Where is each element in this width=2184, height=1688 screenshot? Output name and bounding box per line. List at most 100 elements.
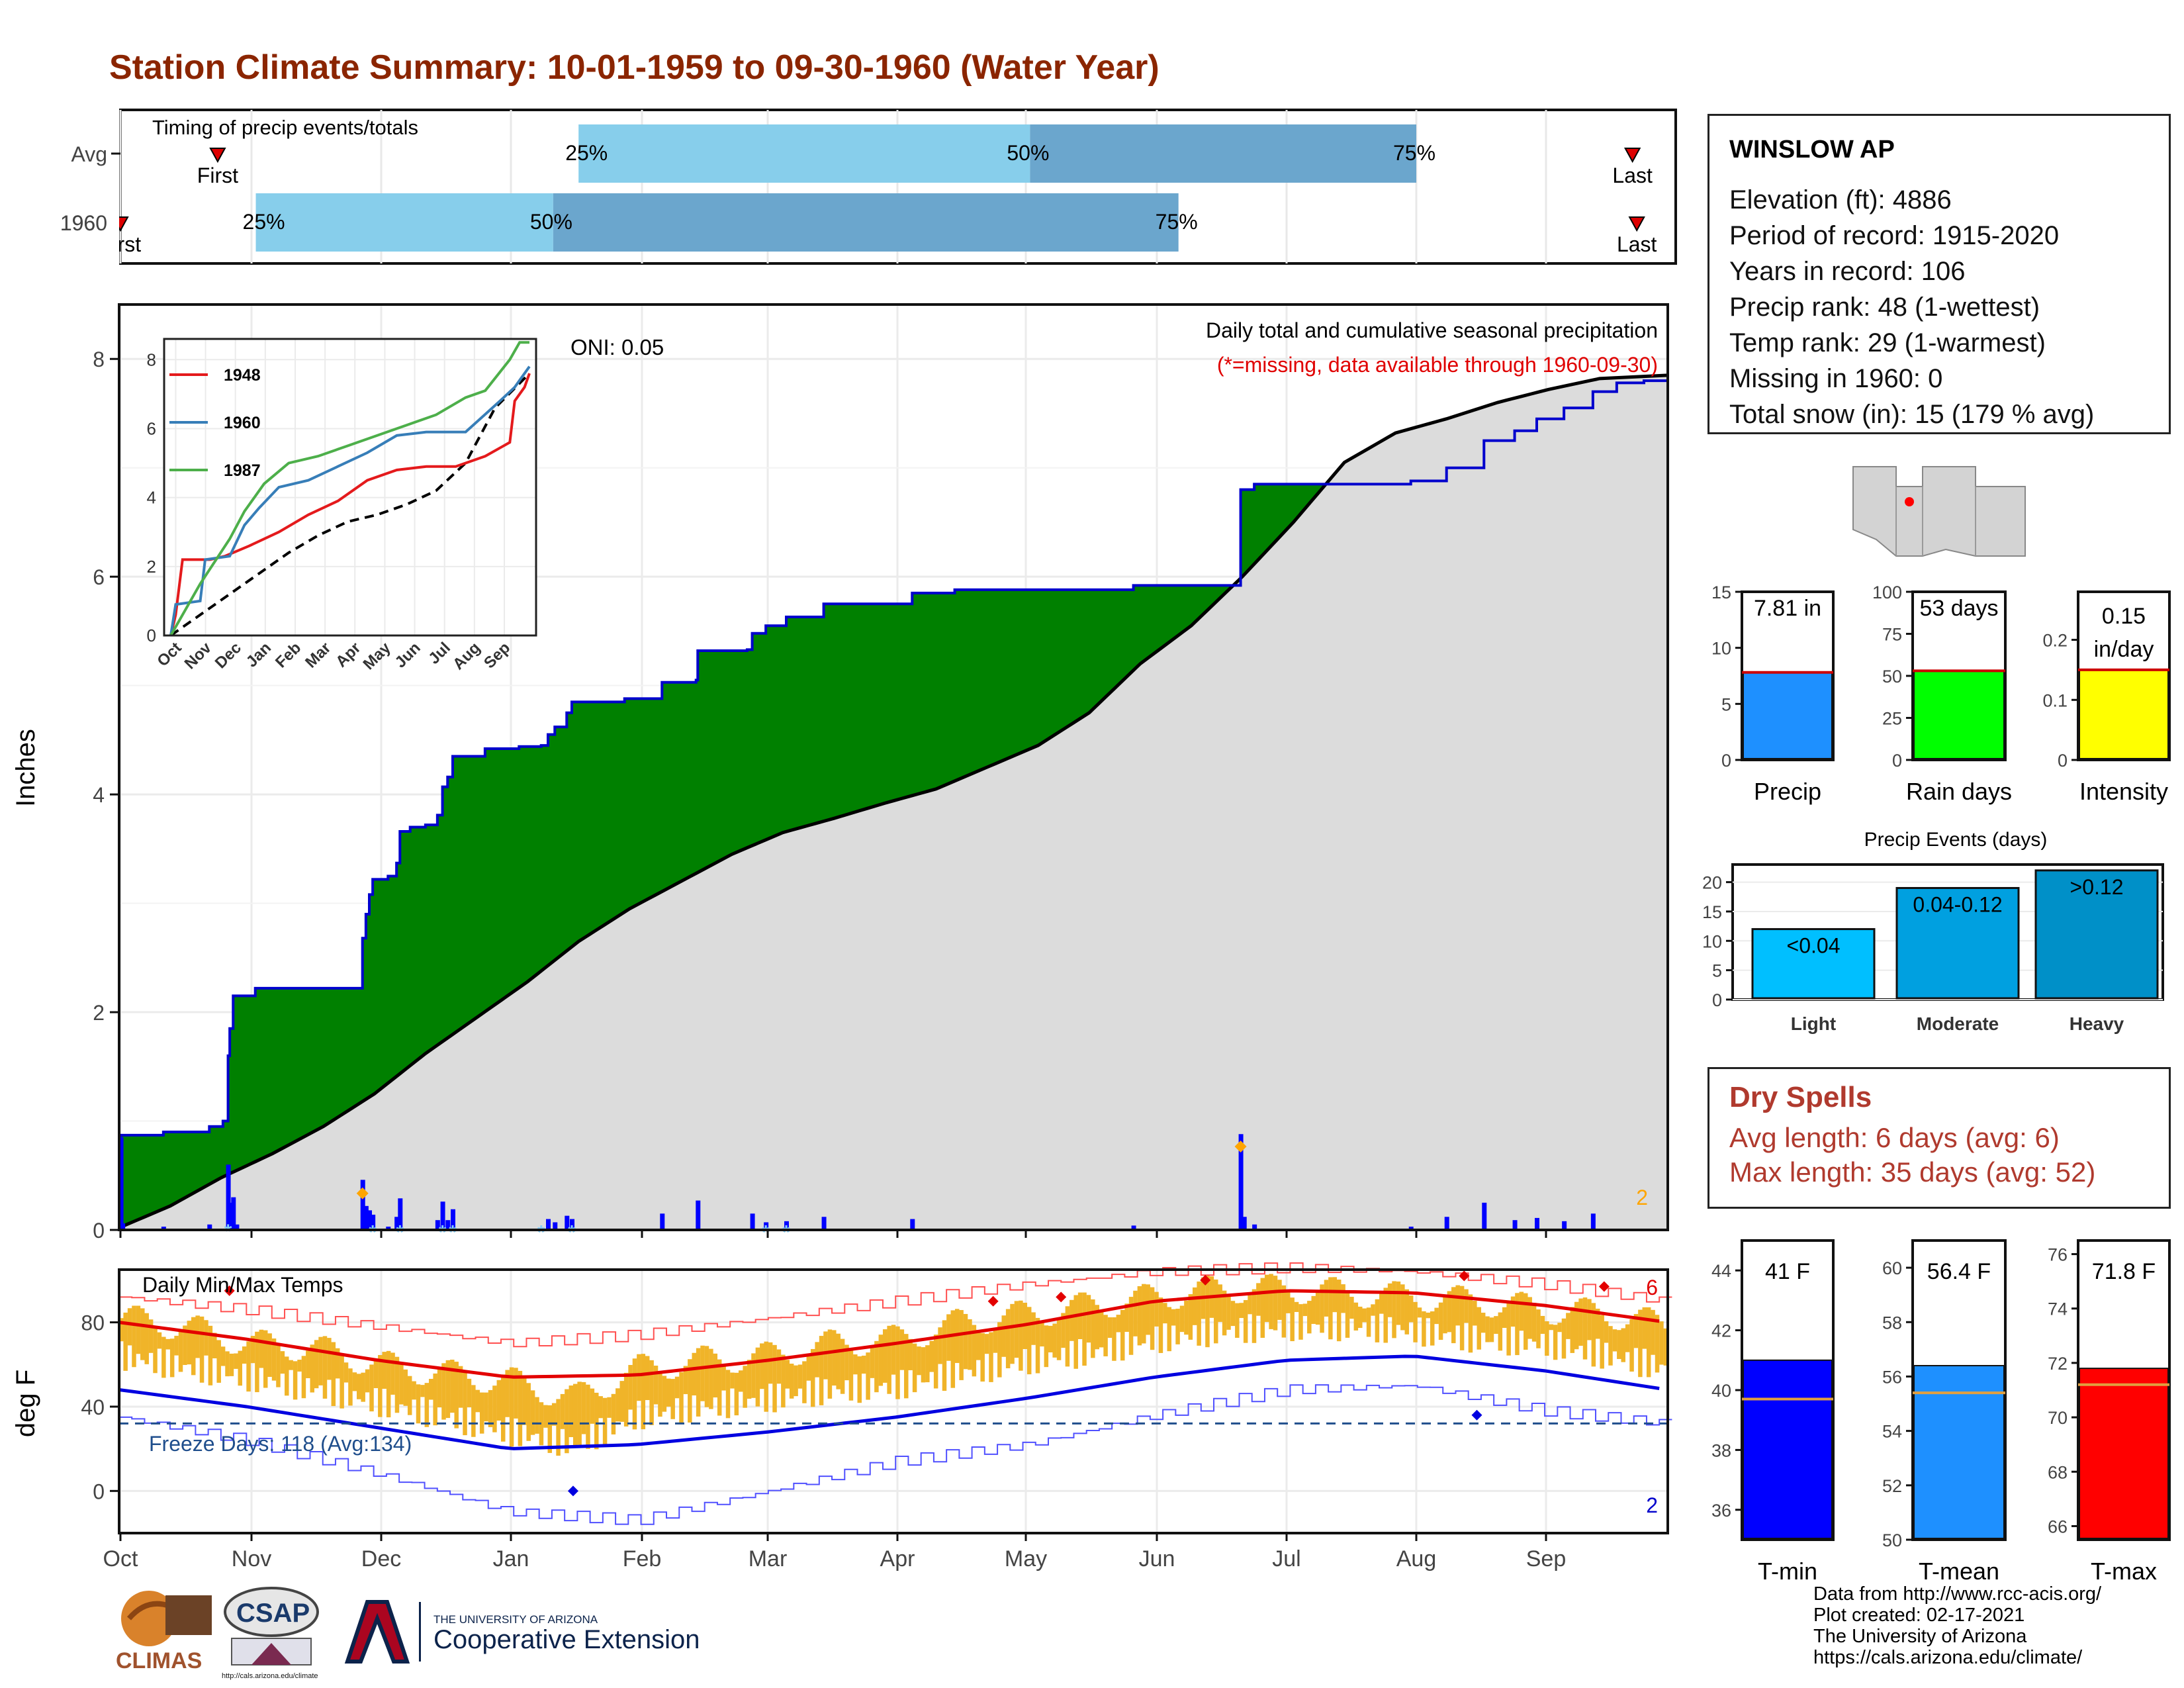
timing-left-mask [99, 209, 119, 262]
daily-precip-bar [910, 1219, 915, 1230]
daily-temp-range-bar [216, 1340, 221, 1383]
daily-max-marker [1234, 1141, 1247, 1153]
daily-temp-range-bar [509, 1367, 514, 1447]
daily-precip-bar [750, 1213, 755, 1230]
daily-temp-range-bar [921, 1347, 926, 1383]
daily-temp-range-bar [1545, 1321, 1549, 1356]
precip-note-2: (*=missing, data available through 1960-… [1217, 353, 1658, 377]
timing-pct-75: 75% [1393, 141, 1435, 165]
daily-temp-range-bar [1447, 1291, 1452, 1333]
daily-temp-range-bar [1408, 1295, 1414, 1323]
daily-temp-range-bar [403, 1369, 408, 1406]
daily-temp-range-bar [1489, 1317, 1494, 1342]
daily-temp-range-bar [127, 1308, 132, 1346]
daily-temp-range-bar [917, 1346, 921, 1376]
daily-temp-range-bar [590, 1388, 595, 1424]
daily-temp-range-bar [1336, 1280, 1342, 1342]
daily-precip-bar [1242, 1217, 1247, 1230]
daily-temp-range-bar [751, 1353, 756, 1398]
daily-temp-range-bar [1307, 1301, 1312, 1334]
record-high-marker [1598, 1281, 1610, 1292]
daily-temp-range-bar [1531, 1303, 1537, 1342]
daily-temp-range-bar [1320, 1284, 1324, 1333]
daily-temp-range-bar [441, 1363, 446, 1420]
daily-precip-bar [386, 1227, 391, 1230]
daily-temp-range-bar [776, 1349, 782, 1384]
inset-legend-label: 1987 [224, 461, 261, 480]
daily-temp-range-bar [1480, 1313, 1486, 1333]
daily-temp-range-bar [1001, 1315, 1006, 1357]
daily-temp-range-bar [1621, 1328, 1625, 1362]
ua-small-text: THE UNIVERSITY OF ARIZONA [433, 1613, 598, 1626]
record-high-marker [1200, 1274, 1211, 1286]
daily-precip-bar [1512, 1220, 1518, 1230]
daily-temp-range-bar [1358, 1306, 1363, 1329]
precip-events-bar-label: <0.04 [1787, 934, 1841, 958]
daily-temp-range-bar [174, 1335, 179, 1356]
daily-temp-range-bar [1286, 1291, 1291, 1313]
daily-temp-range-bar [908, 1338, 913, 1370]
daily-temp-range-bar [696, 1348, 701, 1417]
tempbar-t-min-ytick-label: 40 [1711, 1381, 1731, 1401]
missing-day-star: * [782, 1221, 790, 1243]
daily-temp-range-bar [688, 1359, 692, 1423]
daily-temp-range-bar [1086, 1295, 1091, 1343]
tempbar-t-mean-bar [1913, 1365, 2005, 1539]
daily-temp-range-bar [450, 1359, 455, 1413]
station-location-dot [1905, 497, 1914, 506]
daily-temp-range-bar [789, 1364, 794, 1399]
daily-precip-bar [1238, 1134, 1244, 1230]
precip-events-bar [1751, 928, 1876, 1000]
daily-temp-range-bar [853, 1354, 858, 1375]
daily-temp-range-bar [551, 1403, 557, 1426]
tempbar-t-min-label: T-min [1758, 1558, 1817, 1585]
station-period: Period of record: 1915-2020 [1729, 221, 2060, 250]
daily-temp-range-bar [709, 1348, 713, 1409]
timing-last-marker [1623, 148, 1641, 164]
month-tick-label: Mar [749, 1546, 788, 1571]
daily-temp-range-bar [628, 1365, 633, 1410]
summary-precip-bar [1743, 671, 1833, 759]
daily-precip-bar [1444, 1217, 1449, 1230]
inset-legend-label: 1948 [224, 366, 261, 385]
daily-temp-range-bar [1256, 1283, 1261, 1316]
daily-temp-range-bar [674, 1376, 680, 1399]
daily-temp-range-bar [1328, 1277, 1333, 1340]
daily-temp-range-bar [1638, 1309, 1643, 1378]
daily-temp-range-bar [968, 1319, 972, 1370]
daily-temp-range-bar [1553, 1325, 1558, 1360]
daily-temp-range-bar [819, 1336, 824, 1405]
daily-temp-range-bar [1311, 1295, 1316, 1325]
daily-temp-range-bar [157, 1332, 162, 1349]
daily-temp-range-bar [492, 1385, 497, 1432]
daily-temp-range-bar [136, 1305, 141, 1354]
daily-temp-range-bar [1290, 1297, 1295, 1342]
normal-cumulative-line [118, 373, 1668, 1230]
daily-max-marker [356, 1187, 369, 1199]
timing-first-label: First [197, 164, 238, 187]
daily-temp-range-bar [692, 1352, 696, 1396]
daily-temp-range-bar [463, 1372, 467, 1436]
daily-temp-range-bar [1222, 1290, 1227, 1336]
daily-temp-range-bar [1184, 1300, 1189, 1335]
daily-temp-range-bar [1578, 1298, 1583, 1346]
daily-temp-range-bar [1116, 1315, 1121, 1333]
avg-max-line [118, 1289, 1660, 1379]
daily-temp-range-bar [276, 1344, 281, 1387]
daily-temp-range-bar [1239, 1303, 1244, 1319]
missing-day-star: * [537, 1221, 545, 1243]
daily-temp-range-bar [301, 1356, 306, 1399]
daily-temp-range-bar [938, 1327, 942, 1364]
record-min-line [119, 1384, 1672, 1525]
climas-logo-text: CLIMAS [116, 1648, 202, 1673]
inset-ytick-label: 2 [147, 557, 156, 577]
daily-temp-range-bar [1430, 1311, 1435, 1346]
daily-temp-range-bar [1477, 1307, 1482, 1350]
daily-precip-bar [784, 1221, 789, 1230]
daily-temp-range-bar [1345, 1290, 1350, 1338]
daily-temp-range-bar [1655, 1315, 1660, 1373]
month-tick-label: Jan [493, 1546, 529, 1571]
daily-temp-range-bar [187, 1321, 192, 1365]
timing-pct-25: 25% [243, 210, 285, 234]
